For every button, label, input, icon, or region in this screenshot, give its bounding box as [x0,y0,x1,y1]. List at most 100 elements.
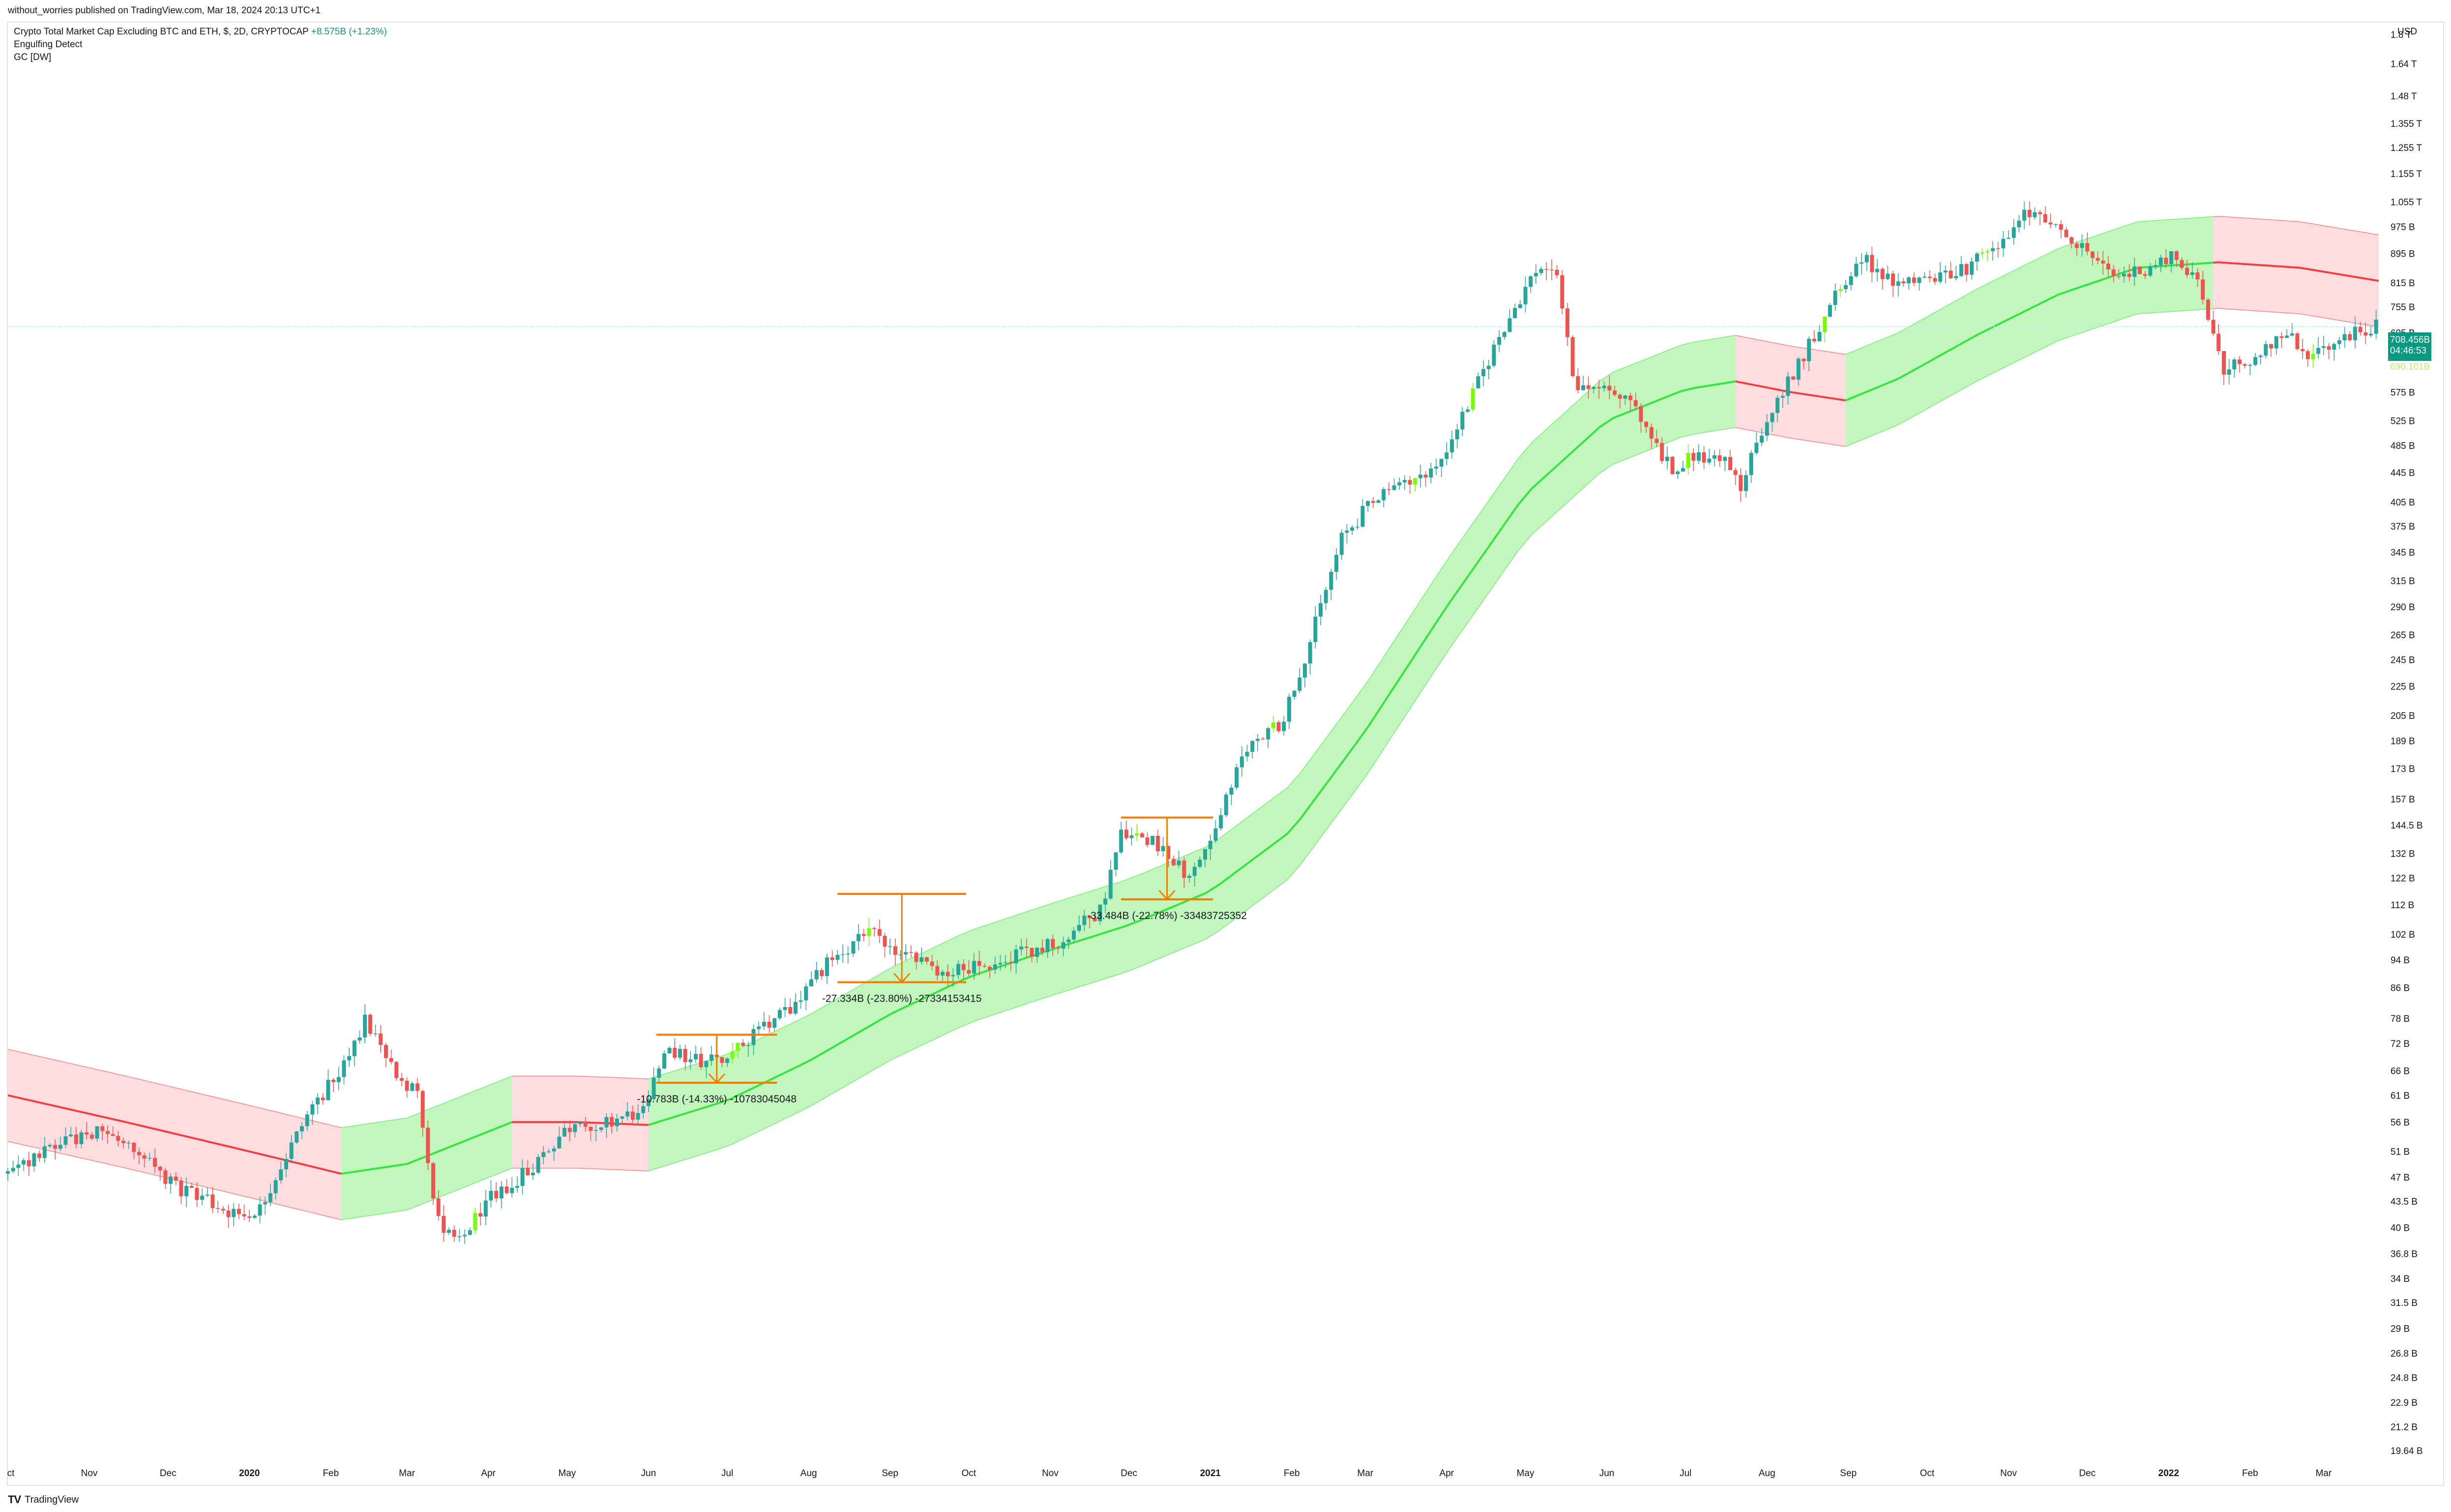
candle-up [205,1194,209,1196]
candle-up [95,1126,99,1139]
candle-up [1192,866,1197,876]
candle-up [951,975,955,977]
candle-down [1733,470,1738,475]
candle-down [893,946,897,955]
candle-up [2368,333,2373,336]
candle-up [1780,396,1785,398]
candle-up [2264,344,2268,356]
legend-indicator-gc[interactable]: GC [DW] [14,52,51,62]
price-tick-label: 43.5 B [2391,1197,2418,1207]
candle-up [2227,369,2231,375]
candle-down [1660,443,1664,461]
legend-symbol[interactable]: Crypto Total Market Cap Excluding BTC an… [14,27,309,37]
legend-indicator-engulfing[interactable]: Engulfing Detect [14,39,83,50]
candle-down [1880,268,1885,279]
candle-down [2180,260,2184,268]
candle-down [1639,406,1643,422]
price-tick-label: 1.48 T [2391,91,2417,102]
candle-up [1255,739,1260,741]
candle-up [1439,459,1444,467]
candle-down [1182,860,1186,878]
price-tick-label: 189 B [2391,737,2415,747]
candle-down [132,1142,136,1152]
candle-up [457,1236,462,1237]
candle-up [300,1126,304,1131]
candle-up [310,1104,315,1115]
candle-up [1298,677,1302,691]
price-axis[interactable]: USD 1.8 T 1.64 T 1.48 T 1.355 T 1.255 T 1.155… [2391,27,2423,1456]
candle-down [610,1117,614,1127]
candle-up [1817,332,1822,342]
candle-up [169,1176,173,1184]
candle-down [1555,269,1559,275]
candle-up [1072,930,1076,940]
candle-down [1030,948,1034,957]
candle-down [1891,273,1895,286]
candle-up [1833,291,1837,305]
candle-up [867,928,871,936]
candle-down [478,1213,483,1217]
candle-up [1849,276,1853,285]
candle-down [2074,243,2079,248]
candle-down [1051,939,1055,949]
candle-up [662,1053,666,1069]
candle-up [636,1113,640,1120]
price-tick-label: 34 B [2391,1274,2410,1284]
candle-up [2122,273,2126,277]
candle-up [1318,603,1323,617]
candle-down [137,1152,141,1156]
midline-bear [1735,380,1846,402]
candle-down [1261,739,1265,740]
candle-down [788,1007,793,1014]
candle-down [1560,275,1565,309]
candle-down [415,1083,420,1091]
candle-down [2211,320,2215,334]
band-upper-edge [512,1075,649,1079]
candle-up [1245,752,1249,757]
candle-down [2348,334,2352,340]
candle-up [998,963,1003,965]
candle-up [678,1049,682,1058]
candle-down [399,1078,404,1081]
candle-up [1754,443,1759,453]
time-tick-label: Nov [1042,1468,1059,1479]
candle-up [1098,904,1102,921]
candle-up [1350,527,1355,531]
candle-down [2185,267,2189,275]
candle-up [2290,333,2294,336]
candle-down [1996,248,2000,249]
candle-down [2164,258,2168,265]
candle-down [105,1131,110,1134]
candle-up [184,1186,189,1196]
candle-up [1035,948,1039,957]
time-tick-label: Mar [2315,1468,2332,1479]
candle-up [688,1059,693,1063]
currency-label: USD [2397,27,2417,37]
price-tick-label: 157 B [2391,795,2415,805]
candle-down [2090,251,2095,258]
candle-down [1549,269,1554,271]
candle-up [1481,369,1486,377]
candle-up [641,1106,646,1113]
candle-up [1534,273,1538,276]
candle-up [1292,690,1297,697]
candle-up [809,979,814,986]
candle-down [379,1033,383,1045]
footer-brand[interactable]: TradingView [25,1494,79,1505]
candle-down [2269,344,2274,349]
candle-down [2064,230,2068,237]
time-axis[interactable]: ct Nov Dec 2020 Feb Mar Apr May Jun Jul Aug Sep Oct N… [7,1468,2332,1479]
candle-up [2158,258,2163,266]
candle-down [1949,270,1953,278]
candle-up [1860,262,1864,264]
candle-up [1581,385,1585,390]
price-tick-label: 36.8 B [2391,1249,2418,1260]
candle-down [977,961,981,966]
price-tick-label: 61 B [2391,1091,2410,1101]
candle-up [1875,268,1880,272]
candle-up [295,1131,299,1143]
candle-up [1019,946,1024,949]
candle-up [1760,436,1764,443]
candle-down [982,966,987,967]
